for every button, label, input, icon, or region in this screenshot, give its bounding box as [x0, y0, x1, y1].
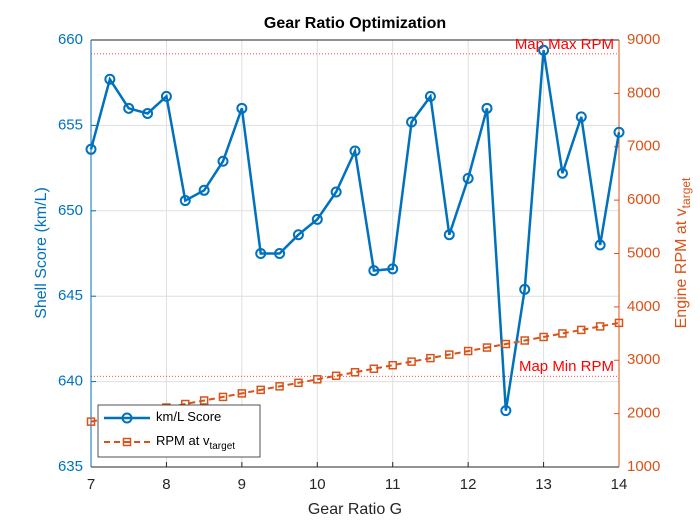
data-point	[482, 343, 492, 352]
legend-label-main: RPM at v	[156, 433, 210, 448]
legend-label-main: km/L Score	[156, 409, 221, 424]
x-tick-label: 12	[460, 476, 477, 493]
legend-label: RPM at vtarget	[156, 433, 235, 451]
y-tick-label: 635	[58, 458, 83, 475]
x-tick-label: 14	[611, 476, 628, 493]
y2-tick-label: 6000	[627, 191, 660, 208]
y-tick-label: 650	[58, 202, 83, 219]
data-point	[520, 336, 529, 345]
y2-tick-label: 9000	[627, 31, 660, 48]
data-point	[613, 126, 625, 138]
x-tick-label: 13	[535, 476, 552, 493]
data-point	[331, 371, 341, 381]
x-tick-label: 7	[87, 476, 95, 493]
data-point	[407, 357, 416, 366]
data-point	[123, 102, 135, 114]
data-point	[368, 265, 380, 277]
data-point	[237, 389, 247, 398]
data-point	[614, 318, 624, 328]
reference-label: Map Max RPM	[515, 36, 614, 53]
y2-axis-label-sub: target	[679, 177, 693, 208]
data-point	[160, 90, 172, 102]
x-tick-label: 10	[309, 476, 326, 493]
data-point	[595, 322, 605, 331]
chart-title: Gear Ratio Optimization	[264, 15, 446, 32]
legend-label: km/L Score	[156, 409, 221, 424]
y-axis-label: Shell Score (km/L)	[33, 187, 50, 319]
data-point	[426, 353, 435, 363]
data-point	[388, 360, 397, 370]
data-point	[198, 184, 210, 196]
x-tick-label: 8	[162, 476, 170, 493]
legend-marker	[121, 412, 133, 424]
data-point	[275, 382, 284, 391]
y-tick-label: 640	[58, 373, 83, 390]
data-point	[500, 405, 512, 417]
data-point	[292, 229, 304, 241]
y2-tick-label: 7000	[627, 138, 660, 155]
x-axis-label: Gear Ratio G	[308, 501, 402, 518]
legend: km/L Score RPM at vtarget	[97, 404, 261, 458]
data-point	[85, 143, 97, 155]
data-point	[577, 325, 586, 335]
legend-label-sub: target	[209, 441, 235, 452]
data-point	[311, 213, 323, 225]
y2-tick-label: 4000	[627, 298, 660, 315]
data-point	[274, 248, 286, 259]
data-point	[330, 186, 342, 198]
data-point	[350, 368, 360, 377]
y-tick-label: 655	[58, 116, 83, 133]
data-point	[313, 375, 322, 384]
data-point	[501, 339, 511, 349]
y2-tick-label: 2000	[627, 405, 660, 422]
data-point	[349, 145, 361, 157]
x-tick-label: 9	[238, 476, 246, 493]
series-line	[89, 50, 621, 411]
y-tick-label: 660	[58, 31, 83, 48]
y2-tick-label: 8000	[627, 84, 660, 101]
data-point	[387, 263, 399, 275]
data-point	[255, 248, 267, 259]
data-point	[538, 44, 550, 56]
data-point	[236, 102, 248, 114]
reference-label: Map Min RPM	[519, 358, 614, 375]
data-point	[86, 417, 96, 426]
data-point	[424, 90, 436, 102]
data-point	[406, 116, 418, 128]
data-point	[556, 167, 568, 179]
data-point	[256, 385, 265, 395]
data-point	[594, 239, 606, 251]
data-point	[558, 329, 567, 338]
x-tick-label: 11	[385, 476, 401, 493]
data-point	[463, 346, 473, 356]
y2-tick-label: 1000	[627, 458, 660, 475]
y2-tick-label: 3000	[627, 351, 660, 368]
y2-tick-label: 5000	[627, 244, 660, 261]
data-point	[539, 332, 548, 342]
data-point	[443, 229, 455, 241]
data-point	[199, 396, 209, 405]
data-point	[294, 378, 303, 388]
data-point	[462, 172, 474, 184]
data-point	[217, 155, 229, 167]
plot-area	[91, 40, 619, 467]
data-point	[142, 107, 154, 119]
data-point	[445, 350, 454, 359]
y-tick-label: 645	[58, 287, 83, 304]
data-point	[104, 73, 116, 85]
data-point	[519, 283, 531, 295]
data-point	[369, 364, 379, 373]
y2-axis-label-main: Engine RPM at v	[673, 208, 690, 328]
data-point	[218, 392, 228, 402]
y2-axis-label: Engine RPM at vtarget	[673, 177, 693, 328]
data-point	[575, 111, 587, 123]
data-point	[481, 102, 493, 114]
legend-marker	[122, 437, 132, 447]
data-point	[179, 195, 191, 207]
